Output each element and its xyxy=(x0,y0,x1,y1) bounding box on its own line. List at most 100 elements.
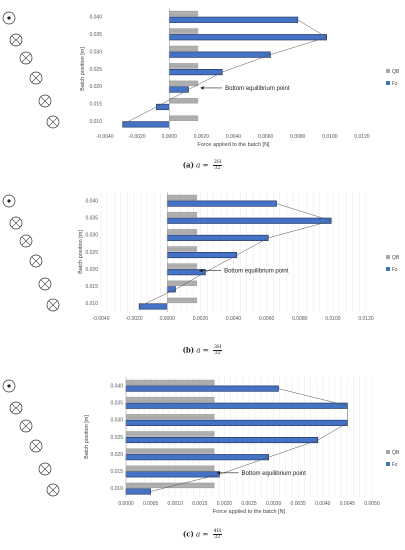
chart-b-magnet-6-cross-icon xyxy=(48,300,58,310)
chart-b-ytick-0.040: 0.040 xyxy=(85,198,98,204)
caption-c-var: a xyxy=(196,530,201,539)
chart-c-bar-fz-0.030 xyxy=(125,419,348,426)
chart-b-bar-fz-0.035 xyxy=(166,217,332,224)
chart-c-ytick-0.030: 0.030 xyxy=(110,418,123,424)
chart-a-annotation-label: Bottom equilibrium point xyxy=(225,86,290,92)
chart-a: 0.010 0.015 0.020 0.025 0.030 0.035 0.040 -0.00… xyxy=(2,8,400,148)
chart-b: 0.010 0.015 0.020 0.025 0.030 0.035 0.040 -0.00… xyxy=(2,192,400,322)
chart-b-y-axis-title: Batch position [m] xyxy=(78,230,84,274)
chart-c-xtick: 0.0015 xyxy=(192,501,208,507)
chart-a-xtick: 0.0080 xyxy=(290,134,306,140)
chart-b-ytick-0.025: 0.025 xyxy=(85,250,98,256)
chart-a-fz-trend-line xyxy=(122,19,328,125)
chart-a-xtick: 0.0100 xyxy=(322,134,338,140)
chart-b-legend-swatch-fz xyxy=(386,267,390,271)
chart-c-magnet-5-cross-icon xyxy=(40,464,50,474)
chart-c: 0.010 0.015 0.020 0.025 0.030 0.035 0.040 0.000… xyxy=(2,377,400,515)
chart-a-magnet-1-dot-icon xyxy=(7,16,11,20)
caption-a-var: a xyxy=(196,161,201,170)
chart-b-magnet-3-cross-icon xyxy=(21,236,31,246)
chart-c-xtick: 0.0000 xyxy=(118,501,134,507)
chart-b-ytick-0.020: 0.020 xyxy=(85,267,98,273)
chart-c-bar-fz-0.040 xyxy=(125,385,279,392)
caption-c-den: 32 xyxy=(214,534,221,540)
chart-c-bar-fz-0.020 xyxy=(125,454,269,461)
chart-c-xtick: 0.0050 xyxy=(364,501,380,507)
chart-b-xtick: 0.0000 xyxy=(160,316,176,322)
chart-a-ytick-0.035: 0.035 xyxy=(89,32,102,38)
chart-b-magnet-4-cross-icon xyxy=(31,256,41,266)
chart-b-magnet-5-cross-icon xyxy=(40,279,50,289)
chart-a-magnet-5-cross-icon xyxy=(40,96,50,106)
chart-c-xtick: 0.0045 xyxy=(340,501,356,507)
chart-c-xtick: 0.0020 xyxy=(217,501,233,507)
chart-a-bar-fz-0.040 xyxy=(168,16,299,23)
chart-b-ytick-0.035: 0.035 xyxy=(85,216,98,222)
caption-c-label: (c) xyxy=(182,529,194,539)
chart-b-bar-fz-0.025 xyxy=(166,252,238,259)
chart-a-xtick: 0.0020 xyxy=(194,134,210,140)
chart-c-ytick-0.015: 0.015 xyxy=(110,469,123,475)
chart-c-legend-label-qb: QB xyxy=(392,450,400,456)
chart-c-bar-fz-0.015 xyxy=(125,471,220,478)
chart-c-ytick-0.020: 0.020 xyxy=(110,452,123,458)
chart-b-bar-fz-0.020 xyxy=(166,269,206,276)
chart-a-annotation-arrowhead-icon xyxy=(200,86,204,90)
chart-a-magnet-6-cross-icon xyxy=(48,117,58,127)
chart-c-bar-fz-0.035 xyxy=(125,402,348,409)
chart-b-annotation-label: Bottom equilibrium point xyxy=(224,269,289,275)
chart-a-ytick-0.010: 0.010 xyxy=(89,119,102,125)
chart-c-magnet-2-cross-icon xyxy=(11,403,21,413)
chart-c-magnet-4-cross-icon xyxy=(31,441,41,451)
chart-c-legend-swatch-fz xyxy=(386,462,390,466)
figure-panel-b: 0.010 0.015 0.020 0.025 0.030 0.035 0.040 -0.00… xyxy=(0,183,405,365)
chart-a-xtick: 0.0120 xyxy=(354,134,370,140)
chart-b-annotation-arrowhead-icon xyxy=(199,268,203,273)
chart-b-ytick-0.030: 0.030 xyxy=(85,233,98,239)
chart-b-bar-fz-0.040 xyxy=(166,200,277,207)
chart-c-y-axis-title: Batch position [m] xyxy=(84,415,90,459)
chart-b-legend-label-qb: QB xyxy=(392,255,400,261)
chart-a-bar-fz-0.035 xyxy=(168,34,327,41)
chart-c-fz-trend-line xyxy=(150,388,348,492)
chart-b-legend-label-fz: Fz xyxy=(392,267,398,273)
caption-b-eq: = xyxy=(202,346,209,355)
chart-c-xtick: 0.0025 xyxy=(241,501,257,507)
chart-c-bar-fz-0.010 xyxy=(125,488,151,495)
chart-a-magnet-3-cross-icon xyxy=(21,53,31,63)
chart-a-legend-swatch-fz xyxy=(386,81,390,85)
chart-a-legend-label-qb: QB xyxy=(392,69,400,75)
chart-a-bar-fz-0.010 xyxy=(122,121,170,128)
caption-a-label: (a) xyxy=(182,160,194,170)
chart-c-annotation-arrowhead-icon xyxy=(216,470,221,475)
chart-a-bar-fz-0.015 xyxy=(156,103,170,111)
chart-b-xtick: -0.0020 xyxy=(126,316,143,322)
figure-panel-a: 0.010 0.015 0.020 0.025 0.030 0.035 0.040 -0.00… xyxy=(0,0,405,180)
caption-b-den: 32 xyxy=(214,350,221,356)
caption-c-fraction: 4H 32 xyxy=(212,529,223,540)
caption-b-var: a xyxy=(196,346,201,355)
chart-a-ytick-0.030: 0.030 xyxy=(89,49,102,55)
chart-b-magnet-2-cross-icon xyxy=(11,218,21,228)
chart-a-magnet-2-cross-icon xyxy=(11,35,21,45)
chart-b-xtick: 0.0060 xyxy=(259,316,275,322)
chart-a-ytick-0.020: 0.020 xyxy=(89,84,102,90)
chart-c-xtick: 0.0030 xyxy=(266,501,282,507)
chart-c-xtick: 0.0005 xyxy=(143,501,159,507)
chart-b-fz-trend-line xyxy=(138,203,333,307)
chart-b-bar-fz-0.030 xyxy=(166,234,269,241)
chart-c-ytick-0.010: 0.010 xyxy=(110,486,123,492)
chart-c-x-axis-title: Force applied to the batch [N] xyxy=(213,509,286,515)
caption-c: (c) a = 4H 32 xyxy=(0,529,405,540)
chart-a-ytick-0.040: 0.040 xyxy=(89,15,102,21)
caption-b-label: (b) xyxy=(182,345,195,355)
caption-b-fraction: 3H 32 xyxy=(212,344,223,356)
chart-b-xtick: 0.0040 xyxy=(226,316,242,322)
chart-c-magnet-6-cross-icon xyxy=(48,485,58,495)
chart-a-bar-fz-0.030 xyxy=(168,51,271,58)
caption-a-num: 2H xyxy=(212,159,223,166)
chart-c-bar-fz-0.025 xyxy=(125,437,319,444)
chart-a-legend-label-fz: Fz xyxy=(392,81,398,87)
caption-b-num: 3H xyxy=(212,344,223,351)
chart-c-xtick: 0.0035 xyxy=(291,501,307,507)
